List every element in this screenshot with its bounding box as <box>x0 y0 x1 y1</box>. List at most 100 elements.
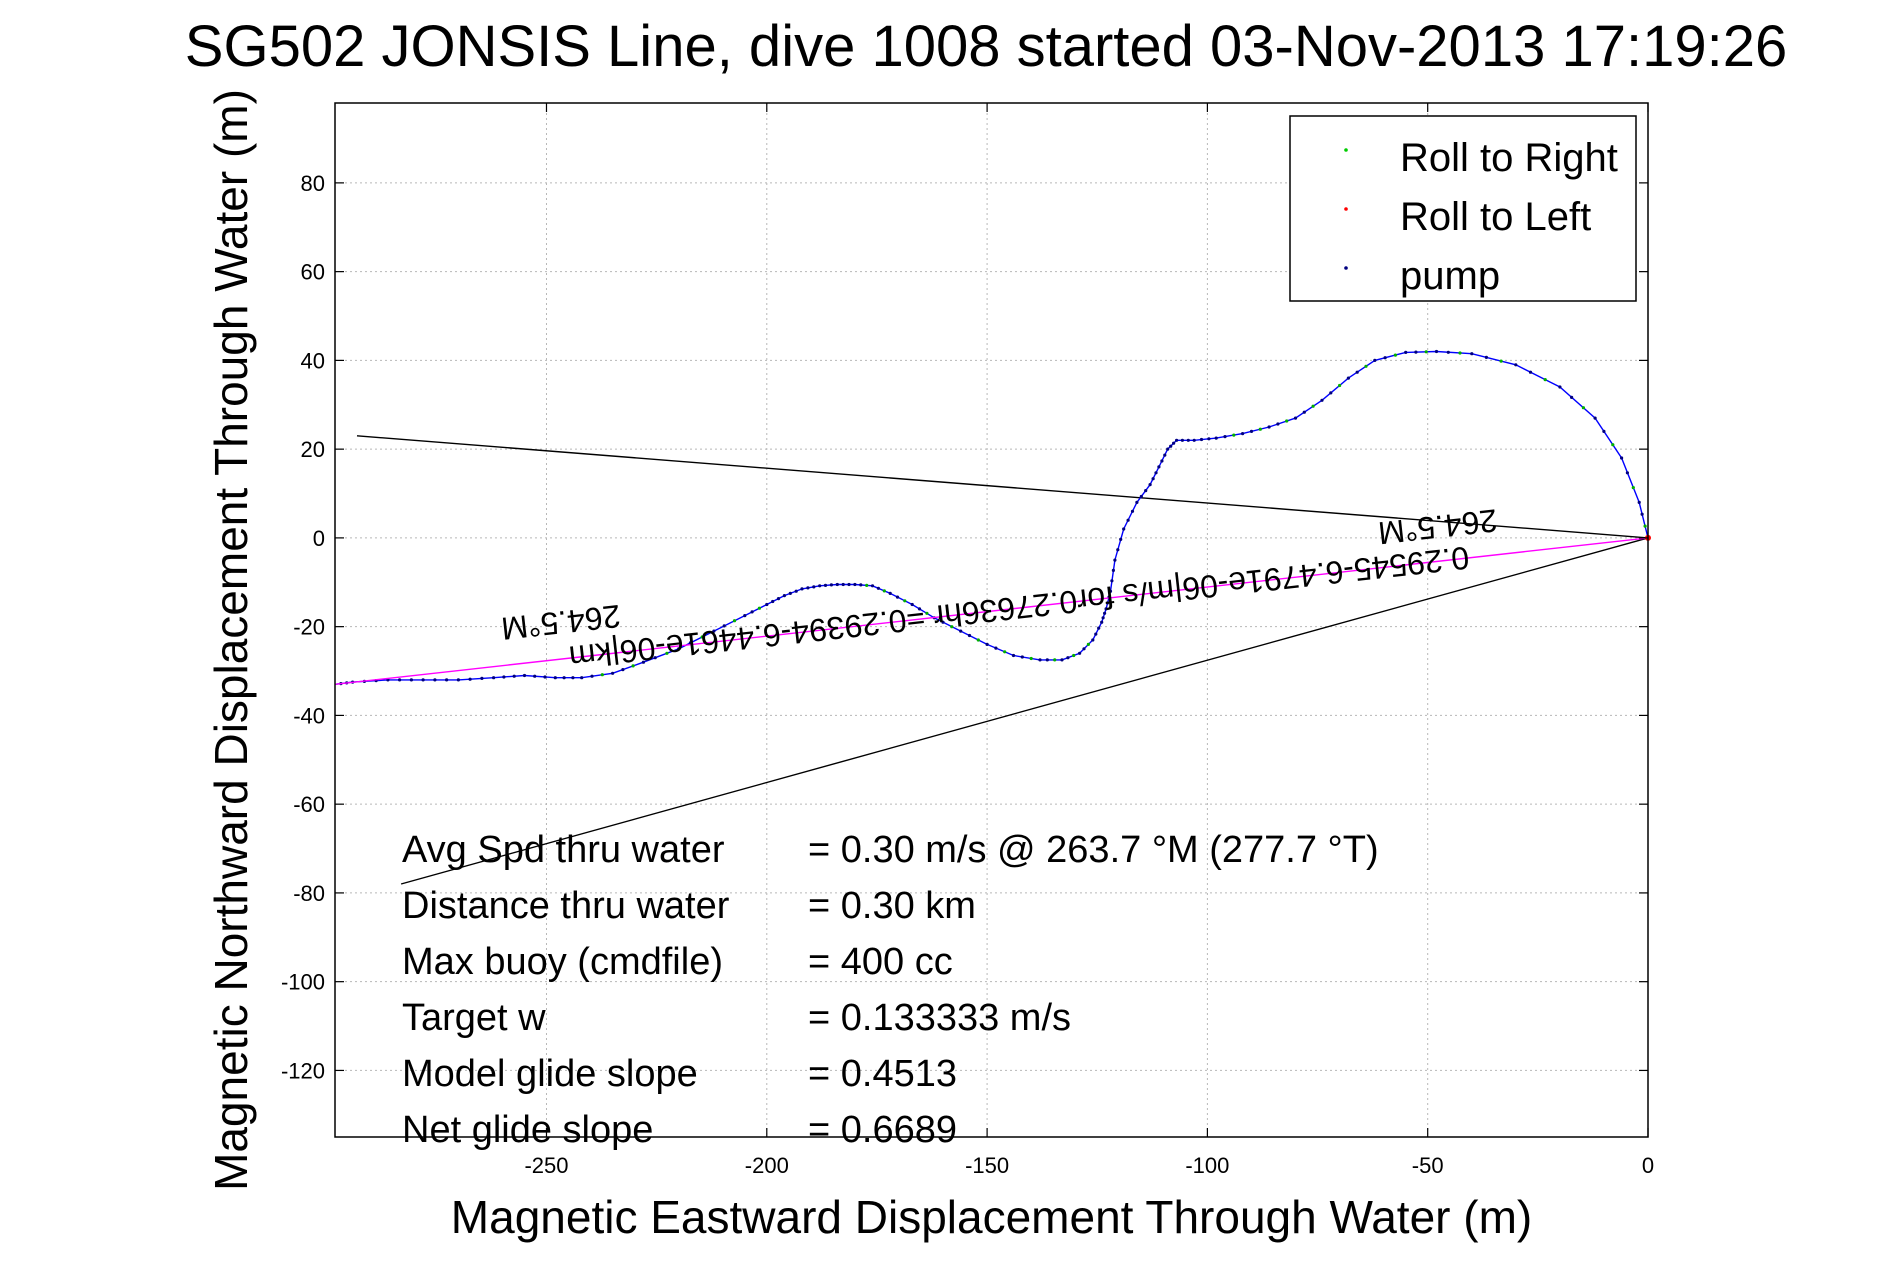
track-marker <box>847 582 851 587</box>
track-marker <box>1570 395 1574 399</box>
track-marker <box>445 678 449 682</box>
track-marker <box>771 599 775 604</box>
track-marker <box>1011 653 1016 658</box>
track-marker <box>1151 477 1155 481</box>
track-marker <box>1446 350 1450 354</box>
track-marker <box>1110 579 1114 583</box>
track-marker <box>1160 459 1164 463</box>
track-marker <box>1514 363 1518 367</box>
track-marker <box>1111 568 1115 573</box>
track-marker <box>967 633 972 638</box>
track-marker <box>1163 453 1167 457</box>
track-marker <box>994 646 998 650</box>
track-marker <box>806 586 810 590</box>
track-marker <box>1130 509 1135 513</box>
stat-label-net-glide: Net glide slope <box>402 1109 653 1151</box>
track-marker <box>522 673 527 678</box>
track-marker <box>1053 658 1057 662</box>
track-marker <box>1581 406 1585 410</box>
track-marker <box>800 587 804 591</box>
legend: Roll to Right Roll to Left pump <box>1289 115 1637 302</box>
track-marker <box>1404 350 1408 354</box>
track-marker <box>1302 410 1306 414</box>
stat-value-distance: = 0.30 km <box>808 885 976 927</box>
track-marker <box>631 664 635 668</box>
track-marker <box>722 624 726 628</box>
track-marker <box>757 606 762 610</box>
track-marker <box>1148 483 1152 487</box>
reference-line <box>400 537 1649 885</box>
track-marker <box>1223 435 1227 439</box>
stat-value-net-glide: = 0.6689 <box>808 1109 957 1151</box>
track-marker <box>1393 353 1397 357</box>
stat-label-avg-speed: Avg Spd thru water <box>402 829 725 871</box>
track-marker <box>1097 626 1101 630</box>
track-marker <box>433 678 437 682</box>
track-marker <box>1484 355 1488 359</box>
track-marker <box>688 641 693 645</box>
track-marker <box>1414 350 1418 354</box>
track-marker <box>1329 391 1333 395</box>
y-tick-label: -60 <box>293 792 325 817</box>
track-marker <box>621 668 625 672</box>
stat-label-max-buoy: Max buoy (cmdfile) <box>402 941 723 983</box>
track-marker <box>1214 436 1218 440</box>
track-marker <box>1470 352 1474 356</box>
x-tick-label: -150 <box>965 1153 1009 1178</box>
track-marker <box>835 582 839 587</box>
legend-marker-pump <box>1344 266 1348 270</box>
track-marker <box>1072 653 1076 658</box>
track-marker <box>1383 356 1387 360</box>
track-marker <box>1144 489 1148 493</box>
track-marker <box>1045 658 1049 662</box>
track-marker <box>925 611 929 615</box>
track-marker <box>1424 350 1428 354</box>
legend-label-pump: pump <box>1400 254 1500 298</box>
track-marker <box>1101 616 1105 620</box>
track-marker <box>1640 512 1644 516</box>
chart-title: SG502 JONSIS Line, dive 1008 started 03-… <box>185 14 1787 79</box>
track-marker <box>480 676 484 681</box>
track-marker <box>1020 655 1024 659</box>
ticks: -250 -200 -150 -100 -50 0 80 60 40 20 0 -20 -40 -60 -8… <box>281 103 1654 1178</box>
y-tick-label: -120 <box>281 1058 325 1083</box>
track-marker <box>1241 432 1245 436</box>
track-marker <box>1364 364 1368 368</box>
track-marker <box>876 586 881 590</box>
track-marker <box>1172 441 1176 445</box>
track-marker <box>732 619 737 623</box>
stat-value-max-buoy: = 400 cc <box>808 941 953 983</box>
track-marker <box>677 647 681 651</box>
track-marker <box>1373 358 1377 362</box>
track-marker <box>1320 398 1324 402</box>
track-marker <box>1528 370 1533 374</box>
track-marker <box>1186 438 1190 442</box>
track-marker <box>1593 416 1597 420</box>
track-marker <box>1311 404 1315 408</box>
track-marker <box>1558 385 1562 389</box>
track-marker <box>1249 429 1254 433</box>
track-marker <box>512 674 516 678</box>
y-tick-label: 80 <box>301 171 325 196</box>
track-marker <box>1643 524 1647 528</box>
track-marker <box>1135 500 1139 504</box>
track-marker <box>1499 359 1503 363</box>
track-marker <box>794 589 798 593</box>
track-marker <box>700 635 704 639</box>
track-marker <box>712 629 716 633</box>
track-line <box>334 350 1649 685</box>
track-marker <box>1003 650 1007 654</box>
track-marker <box>1154 471 1158 475</box>
track-marker <box>1620 456 1624 460</box>
y-tick-label: 60 <box>301 260 325 285</box>
track-marker <box>1602 429 1606 433</box>
track-marker <box>1543 378 1547 382</box>
track-marker <box>910 602 914 607</box>
track-marker <box>895 595 900 599</box>
track-marker <box>1338 383 1342 388</box>
track-marker <box>653 656 657 660</box>
track-marker <box>941 620 945 624</box>
track-marker <box>823 583 828 588</box>
track-marker <box>959 629 963 633</box>
